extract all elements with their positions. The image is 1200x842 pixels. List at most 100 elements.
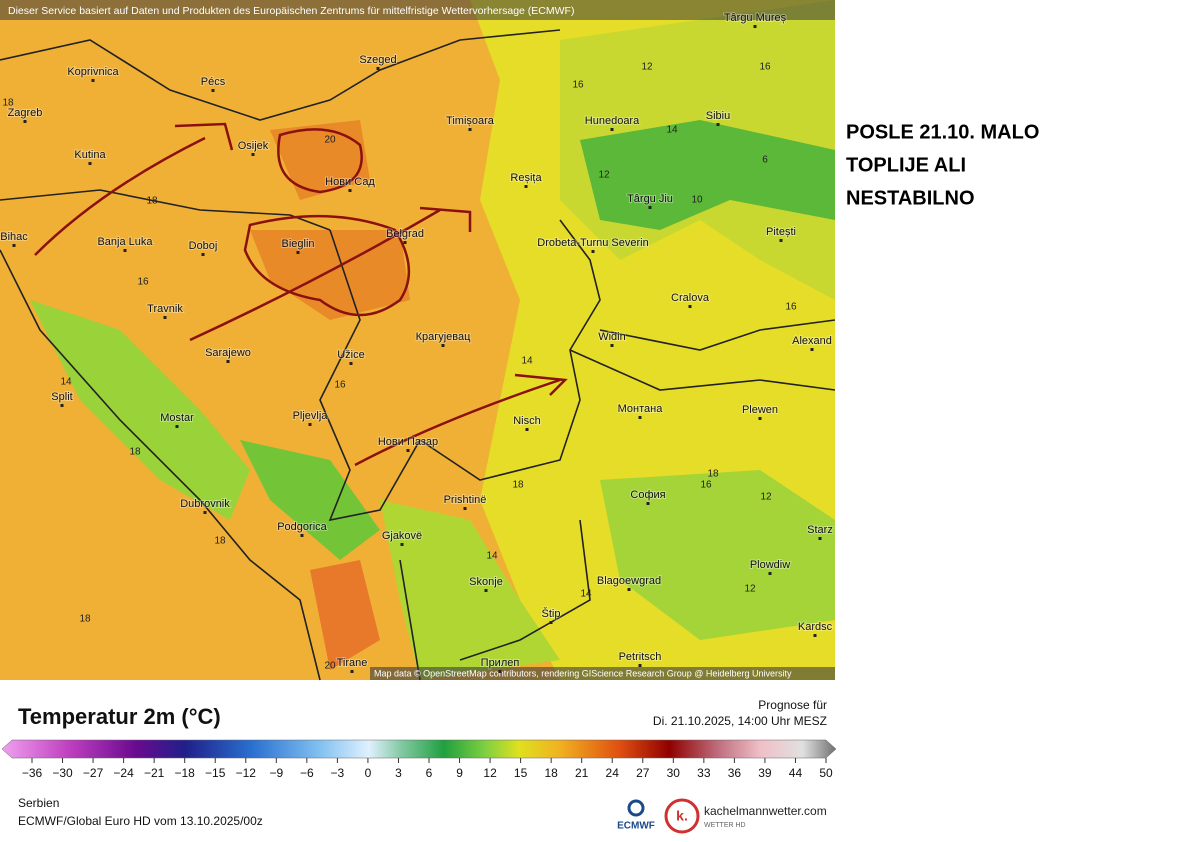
city-marker bbox=[441, 344, 445, 347]
city-marker bbox=[524, 185, 528, 188]
city-label: Прилеп bbox=[481, 657, 520, 669]
city-label: Нови Пазар bbox=[378, 436, 438, 448]
city-marker bbox=[768, 572, 772, 575]
city-marker bbox=[463, 507, 467, 510]
city-marker bbox=[610, 344, 614, 347]
colorbar-tick-label: 50 bbox=[819, 766, 833, 780]
city-label: Sibiu bbox=[706, 110, 730, 122]
ecmwf-logo-icon bbox=[627, 799, 645, 817]
temp-zone bbox=[600, 470, 835, 640]
colorbar-tick-label: 36 bbox=[728, 766, 742, 780]
city-marker bbox=[350, 670, 354, 673]
contour-label: 18 bbox=[129, 447, 141, 458]
colorbar-tick-label: 33 bbox=[697, 766, 711, 780]
city-label: Skonje bbox=[469, 576, 503, 588]
city-label: Widin bbox=[598, 331, 626, 343]
city-marker bbox=[484, 589, 488, 592]
colorbar-tick-label: 44 bbox=[789, 766, 803, 780]
annotation-line: TOPLIJE ALI bbox=[846, 154, 966, 176]
contour-label: 20 bbox=[324, 135, 336, 146]
contour-label: 12 bbox=[641, 62, 653, 73]
city-marker bbox=[498, 670, 502, 673]
colorbar-tick-label: 21 bbox=[575, 766, 589, 780]
model-run: ECMWF/Global Euro HD vom 13.10.2025/00z bbox=[18, 814, 263, 828]
colorbar-tick-label: −3 bbox=[331, 766, 345, 780]
warm-zone bbox=[250, 120, 410, 320]
city-marker bbox=[810, 348, 814, 351]
colorbar-tick-label: −24 bbox=[113, 766, 134, 780]
contour-label: 16 bbox=[572, 80, 584, 91]
contour-label: 12 bbox=[598, 170, 610, 181]
contour-label: 12 bbox=[760, 492, 772, 503]
contour-label: 18 bbox=[214, 536, 226, 547]
city-label: Travnik bbox=[147, 303, 183, 315]
city-label: Koprivnica bbox=[67, 66, 119, 78]
city-label: София bbox=[630, 489, 665, 501]
city-labels: Târgu Mureș Koprivnica Pécs Szeged Zagreb Osi… bbox=[0, 11, 834, 673]
colorbar-tick-label: 27 bbox=[636, 766, 650, 780]
borders bbox=[0, 29, 836, 681]
city-label: Osijek bbox=[238, 140, 269, 152]
map-attribution: Map data © OpenStreetMap contributors, r… bbox=[374, 668, 792, 678]
city-marker bbox=[403, 241, 407, 244]
map: Dieser Service basiert auf Daten und Pro… bbox=[0, 0, 836, 681]
city-label: Zagreb bbox=[8, 107, 43, 119]
contour-label: 14 bbox=[486, 551, 498, 562]
city-marker bbox=[779, 239, 783, 242]
city-marker bbox=[813, 634, 817, 637]
colorbar-tick-label: −15 bbox=[205, 766, 226, 780]
attribution-bar bbox=[370, 667, 835, 680]
colorbar-tick-label: 39 bbox=[758, 766, 772, 780]
city-marker bbox=[12, 244, 16, 247]
city-label: Prishtinë bbox=[444, 494, 487, 506]
contour-label: 16 bbox=[785, 302, 797, 313]
forecast-label: Prognose für bbox=[758, 698, 827, 712]
ecmwf-logo: ECMWF bbox=[617, 821, 655, 832]
city-label: Hunedoara bbox=[585, 115, 640, 127]
contour-label: 18 bbox=[146, 196, 158, 207]
city-marker bbox=[753, 25, 757, 28]
colorbar-tick-label: −12 bbox=[236, 766, 257, 780]
city-label: Timișoara bbox=[446, 115, 495, 127]
site-subtitle: WETTER HD bbox=[704, 822, 746, 829]
colorbar-tick-label: 30 bbox=[667, 766, 681, 780]
legend-title: Temperatur 2m (°C) bbox=[18, 704, 221, 729]
annotation-line: POSLE 21.10. MALO bbox=[846, 121, 1039, 143]
colorbar-tick-label: 24 bbox=[606, 766, 620, 780]
city-label: Cralova bbox=[671, 292, 710, 304]
contour-label: 16 bbox=[137, 277, 149, 288]
city-label: Plewen bbox=[742, 404, 778, 416]
colorbar-tick-label: −21 bbox=[144, 766, 165, 780]
city-label: Târgu Mureș bbox=[724, 12, 787, 24]
colorbar-tick-label: 12 bbox=[483, 766, 497, 780]
site-name: kachelmannwetter.com bbox=[704, 804, 827, 818]
city-label: Doboj bbox=[189, 240, 218, 252]
service-note: Dieser Service basiert auf Daten und Pro… bbox=[8, 5, 574, 17]
colorbar-tick-label: −27 bbox=[83, 766, 104, 780]
city-marker bbox=[376, 67, 380, 70]
city-marker bbox=[163, 316, 167, 319]
contour-label: 6 bbox=[762, 155, 768, 166]
city-label: Pljevlja bbox=[293, 410, 329, 422]
city-marker bbox=[646, 502, 650, 505]
city-label: Szeged bbox=[359, 54, 396, 66]
colorbar-tick-label: 3 bbox=[395, 766, 402, 780]
temp-zone bbox=[580, 120, 835, 230]
header-bar bbox=[0, 0, 835, 20]
contour-label: 20 bbox=[324, 661, 336, 672]
temp-zone bbox=[240, 440, 380, 560]
contour-label: 14 bbox=[666, 125, 678, 136]
city-label: Drobeta-Turnu Severin bbox=[537, 237, 648, 249]
contour-label: 14 bbox=[60, 377, 72, 388]
contour-label: 16 bbox=[334, 380, 346, 391]
colorbar-tick-label: 18 bbox=[544, 766, 558, 780]
contour-label: 18 bbox=[79, 614, 91, 625]
city-marker bbox=[88, 162, 92, 165]
city-label: Pitești bbox=[766, 226, 796, 238]
city-marker bbox=[211, 89, 215, 92]
contour-label: 14 bbox=[521, 356, 533, 367]
temp-zone bbox=[30, 300, 250, 520]
annotation-line: NESTABILNO bbox=[846, 187, 975, 209]
